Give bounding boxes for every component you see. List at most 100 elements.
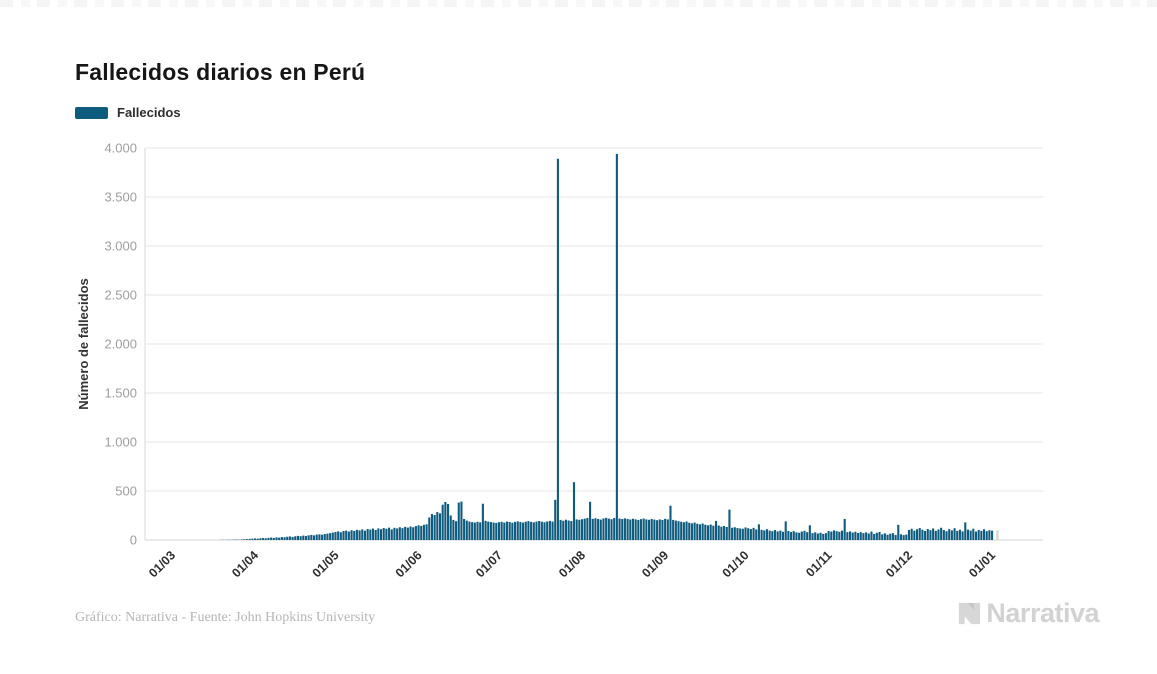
bar[interactable] bbox=[894, 534, 897, 540]
bar[interactable] bbox=[637, 519, 640, 540]
bar[interactable] bbox=[508, 522, 511, 540]
bar[interactable] bbox=[551, 521, 554, 540]
bar[interactable] bbox=[307, 535, 310, 540]
bar[interactable] bbox=[741, 528, 744, 540]
bar[interactable] bbox=[605, 517, 608, 540]
bar[interactable] bbox=[765, 529, 769, 540]
bar[interactable] bbox=[934, 530, 937, 540]
bar[interactable] bbox=[546, 521, 549, 540]
bar[interactable] bbox=[816, 533, 819, 540]
bar[interactable] bbox=[272, 537, 275, 540]
bar[interactable] bbox=[870, 531, 873, 540]
legend[interactable]: Fallecidos bbox=[75, 105, 181, 120]
bar[interactable] bbox=[310, 534, 313, 540]
bar[interactable] bbox=[958, 529, 961, 540]
bar[interactable] bbox=[337, 531, 340, 540]
bar[interactable] bbox=[913, 530, 916, 540]
bar[interactable] bbox=[690, 523, 693, 540]
bar[interactable] bbox=[814, 532, 817, 540]
bar[interactable] bbox=[452, 519, 455, 540]
bar[interactable] bbox=[942, 530, 945, 540]
bar[interactable] bbox=[532, 522, 535, 540]
bar[interactable] bbox=[924, 530, 927, 540]
bar[interactable] bbox=[682, 522, 685, 540]
bar[interactable] bbox=[401, 528, 404, 540]
bar[interactable] bbox=[446, 503, 450, 540]
bar[interactable] bbox=[966, 529, 970, 540]
bar[interactable] bbox=[275, 537, 278, 540]
bar[interactable] bbox=[945, 531, 948, 540]
bar[interactable] bbox=[650, 519, 653, 540]
bar[interactable] bbox=[685, 521, 688, 540]
bar[interactable] bbox=[607, 518, 610, 540]
bar-partial[interactable] bbox=[996, 530, 999, 540]
bar[interactable] bbox=[243, 539, 246, 540]
bar[interactable] bbox=[589, 501, 592, 540]
bar[interactable] bbox=[781, 531, 785, 540]
bar[interactable] bbox=[784, 521, 787, 540]
bar[interactable] bbox=[444, 501, 447, 540]
bar[interactable] bbox=[248, 538, 251, 540]
bar[interactable] bbox=[315, 534, 318, 540]
bar[interactable] bbox=[824, 533, 827, 540]
bar[interactable] bbox=[420, 525, 423, 540]
bar[interactable] bbox=[808, 525, 811, 540]
bar[interactable] bbox=[907, 530, 911, 540]
bar[interactable] bbox=[865, 532, 868, 540]
bar[interactable] bbox=[610, 519, 613, 540]
bar[interactable] bbox=[712, 525, 715, 540]
bar[interactable] bbox=[457, 502, 460, 540]
bar[interactable] bbox=[476, 521, 479, 540]
bar[interactable] bbox=[739, 528, 742, 540]
bar[interactable] bbox=[701, 523, 704, 540]
bar[interactable] bbox=[428, 517, 431, 540]
bar[interactable] bbox=[283, 537, 286, 540]
bar[interactable] bbox=[977, 529, 980, 540]
bar[interactable] bbox=[436, 512, 439, 540]
bar[interactable] bbox=[915, 529, 919, 540]
bar[interactable] bbox=[278, 537, 281, 540]
bar[interactable] bbox=[535, 521, 538, 540]
bar[interactable] bbox=[822, 533, 825, 540]
bar[interactable] bbox=[256, 538, 259, 540]
bar[interactable] bbox=[245, 539, 249, 540]
bar[interactable] bbox=[948, 529, 951, 540]
bar[interactable] bbox=[731, 527, 734, 540]
bar[interactable] bbox=[353, 530, 356, 540]
bar[interactable] bbox=[779, 530, 782, 540]
bar[interactable] bbox=[572, 482, 576, 540]
bar[interactable] bbox=[811, 533, 814, 540]
bar[interactable] bbox=[974, 531, 978, 540]
bar[interactable] bbox=[972, 528, 975, 540]
bar[interactable] bbox=[704, 524, 707, 540]
bar[interactable] bbox=[377, 528, 380, 540]
bar[interactable] bbox=[677, 521, 680, 540]
bar[interactable] bbox=[519, 521, 522, 540]
bar[interactable] bbox=[270, 537, 273, 540]
bar[interactable] bbox=[430, 514, 434, 540]
bar[interactable] bbox=[388, 527, 391, 540]
bar[interactable] bbox=[468, 521, 471, 540]
bar[interactable] bbox=[634, 519, 637, 540]
bar[interactable] bbox=[366, 529, 369, 540]
bar[interactable] bbox=[819, 532, 822, 540]
bar[interactable] bbox=[642, 518, 645, 540]
bar[interactable] bbox=[964, 522, 967, 540]
bar[interactable] bbox=[859, 532, 862, 540]
bar[interactable] bbox=[267, 537, 270, 540]
bar[interactable] bbox=[441, 504, 444, 540]
bar[interactable] bbox=[883, 533, 886, 540]
bar[interactable] bbox=[937, 529, 940, 540]
bar[interactable] bbox=[932, 528, 935, 540]
bar[interactable] bbox=[736, 528, 739, 540]
bar[interactable] bbox=[412, 527, 415, 540]
bar[interactable] bbox=[674, 520, 677, 540]
bar[interactable] bbox=[505, 521, 509, 540]
bar[interactable] bbox=[564, 519, 568, 540]
bar[interactable] bbox=[355, 529, 358, 540]
bar[interactable] bbox=[363, 530, 367, 540]
bar[interactable] bbox=[570, 521, 573, 540]
bar[interactable] bbox=[575, 519, 578, 540]
bar[interactable] bbox=[910, 528, 913, 540]
bar[interactable] bbox=[626, 518, 629, 540]
